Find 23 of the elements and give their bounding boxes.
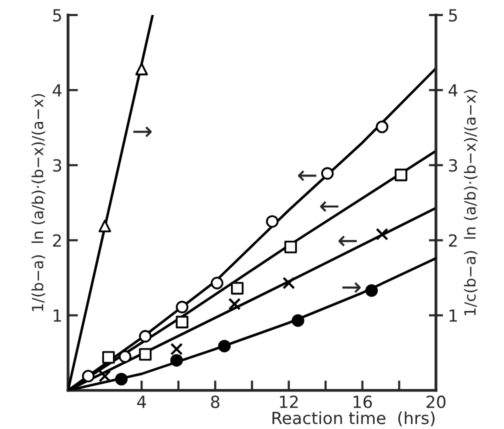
y2-tick-label: 1	[450, 309, 457, 322]
x-tick-label: 20	[426, 396, 446, 408]
x-tick-label: 16	[354, 396, 372, 408]
annotation: ←	[338, 236, 357, 246]
annotation: ←	[320, 201, 338, 212]
x-axis-title: Reaction time (hrs)	[272, 411, 435, 426]
annotation: ←	[298, 170, 316, 182]
x-tick-label: 12	[280, 396, 298, 408]
y-tick-label: 2	[53, 234, 61, 247]
y-tick-label: 1	[54, 309, 61, 322]
x-tick-label: 8	[211, 396, 220, 408]
annotation: →	[133, 126, 152, 138]
y2-tick-label: 4	[448, 84, 458, 96]
y2-tick-label: 5	[449, 9, 457, 22]
y-tick-label: 4	[52, 84, 62, 96]
y2-axis-title: 1/c(b−a) ln (a/b)·(b−x)/(a−x)	[464, 90, 478, 316]
y-axis-title: 1/(b−a) ln (a/b)·(b−x)/(a−x)	[32, 94, 46, 311]
x-tick-label: 4	[137, 396, 146, 408]
y-tick-label: 5	[53, 9, 62, 22]
y2-tick-label: 3	[449, 159, 458, 172]
y2-tick-label: 2	[448, 234, 457, 247]
y-tick-label: 3	[53, 159, 62, 172]
annotation: →	[342, 282, 361, 293]
